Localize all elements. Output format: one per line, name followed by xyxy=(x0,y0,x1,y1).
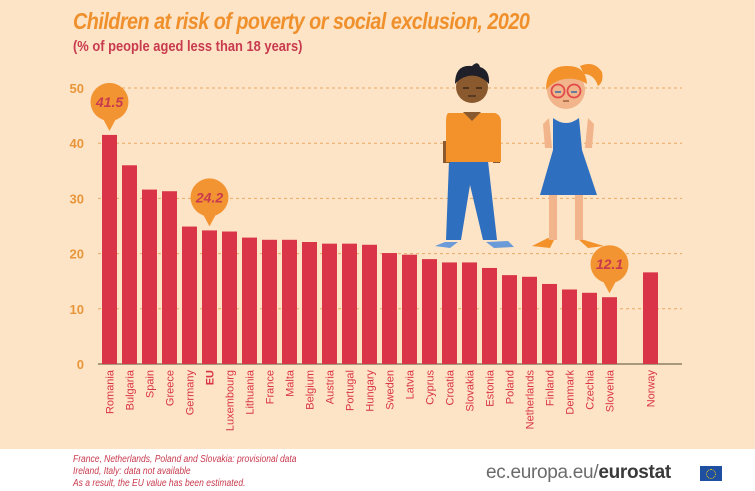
bar xyxy=(342,243,357,364)
x-tick-label: Hungary xyxy=(365,370,377,412)
x-tick-label: Czechia xyxy=(585,369,597,410)
children-illustration xyxy=(435,63,604,248)
bar xyxy=(262,239,277,364)
callout-pointer xyxy=(602,280,617,294)
bars xyxy=(102,134,658,364)
callout-value: 12.1 xyxy=(596,256,623,272)
x-tick-label: France xyxy=(265,370,277,404)
footnote: France, Netherlands, Poland and Slovakia… xyxy=(73,454,297,465)
callout-bubble xyxy=(590,245,629,284)
bar xyxy=(242,237,257,364)
y-axis-ticks: 0 10 20 30 40 50 xyxy=(70,81,84,372)
bar xyxy=(282,239,297,364)
y-tick-label: 0 xyxy=(77,357,84,372)
x-tick-label: Lithuania xyxy=(245,369,257,415)
chart-subtitle: (% of people aged less than 18 years) xyxy=(73,38,303,55)
bar xyxy=(142,189,157,364)
x-tick-label: Sweden xyxy=(385,370,397,410)
callout-pointer xyxy=(102,117,117,131)
x-tick-label: Croatia xyxy=(445,369,457,405)
bar xyxy=(302,242,317,364)
x-tick-label: Malta xyxy=(285,369,297,397)
chart-title: Children at risk of poverty or social ex… xyxy=(73,8,530,34)
callout-value: 41.5 xyxy=(95,94,123,110)
bar xyxy=(362,244,377,364)
x-tick-label: Netherlands xyxy=(525,370,537,430)
y-tick-label: 20 xyxy=(70,247,84,262)
bar xyxy=(643,272,658,364)
bar xyxy=(182,226,197,364)
girl-icon xyxy=(532,64,604,248)
y-tick-label: 50 xyxy=(70,81,84,96)
callout-value: 24.2 xyxy=(195,189,223,205)
x-tick-label: Poland xyxy=(505,370,517,404)
bar xyxy=(522,276,537,364)
brand-name: eurostat xyxy=(598,462,671,483)
bar xyxy=(562,289,577,364)
x-tick-label: Finland xyxy=(545,370,557,406)
bar xyxy=(222,231,237,364)
value-callouts: 41.5 24.2 12.1 xyxy=(90,82,629,294)
bar xyxy=(202,230,217,364)
x-tick-label: Bulgaria xyxy=(125,369,137,410)
x-tick-label: Latvia xyxy=(405,369,417,399)
brand-prefix: ec.europa.eu/ xyxy=(486,462,599,483)
bar xyxy=(382,253,397,364)
footnote: As a result, the EU value has been estim… xyxy=(73,478,246,489)
x-tick-label: Luxembourg xyxy=(225,370,237,431)
x-tick-label: Slovakia xyxy=(465,369,477,411)
bar xyxy=(502,275,517,364)
y-tick-label: 10 xyxy=(70,302,84,317)
boy-icon xyxy=(435,63,514,248)
x-tick-label: Slovenia xyxy=(605,369,617,412)
x-tick-label: Estonia xyxy=(485,369,497,407)
bar xyxy=(542,283,557,364)
bar xyxy=(122,165,137,364)
bar xyxy=(602,297,617,364)
bar xyxy=(442,262,457,364)
y-tick-label: 40 xyxy=(70,136,84,151)
x-tick-label: Spain xyxy=(145,370,157,398)
bar xyxy=(102,134,117,364)
x-tick-label: Belgium xyxy=(305,370,317,410)
bar xyxy=(582,292,597,364)
bar xyxy=(162,191,177,364)
eu-flag-icon xyxy=(700,466,722,481)
x-tick-label: Austria xyxy=(325,369,337,404)
callout-bubble xyxy=(90,82,129,121)
bar-chart: 41.5 24.2 12.1 0 10 20 30 40 50 Romania Bulgaria… xyxy=(70,63,682,431)
eurostat-link[interactable]: ec.europa.eu/eurostat xyxy=(486,462,671,484)
value-callout: 41.5 xyxy=(90,82,129,131)
callout-pointer xyxy=(202,213,217,227)
x-tick-label: EU xyxy=(205,370,217,385)
x-tick-label: Norway xyxy=(646,370,658,408)
x-tick-label: Cyprus xyxy=(425,370,437,405)
x-tick-label: Denmark xyxy=(565,370,577,415)
x-tick-label: Germany xyxy=(185,370,197,416)
callout-bubble xyxy=(190,178,229,217)
footer: France, Netherlands, Poland and Slovakia… xyxy=(0,449,755,491)
value-callout: 12.1 xyxy=(590,245,629,294)
bar xyxy=(422,259,437,364)
bar xyxy=(322,243,337,364)
x-axis-labels: Romania Bulgaria Spain Greece Germany EU Luxem… xyxy=(105,369,658,431)
x-tick-label: Greece xyxy=(165,370,177,406)
footnote: Ireland, Italy: data not available xyxy=(73,466,191,477)
y-tick-label: 30 xyxy=(70,191,84,206)
value-callout: 24.2 xyxy=(190,178,229,227)
bar xyxy=(462,262,477,364)
x-tick-label: Romania xyxy=(105,369,117,414)
x-tick-label: Portugal xyxy=(345,370,357,411)
bar xyxy=(482,267,497,364)
bar xyxy=(402,254,417,364)
